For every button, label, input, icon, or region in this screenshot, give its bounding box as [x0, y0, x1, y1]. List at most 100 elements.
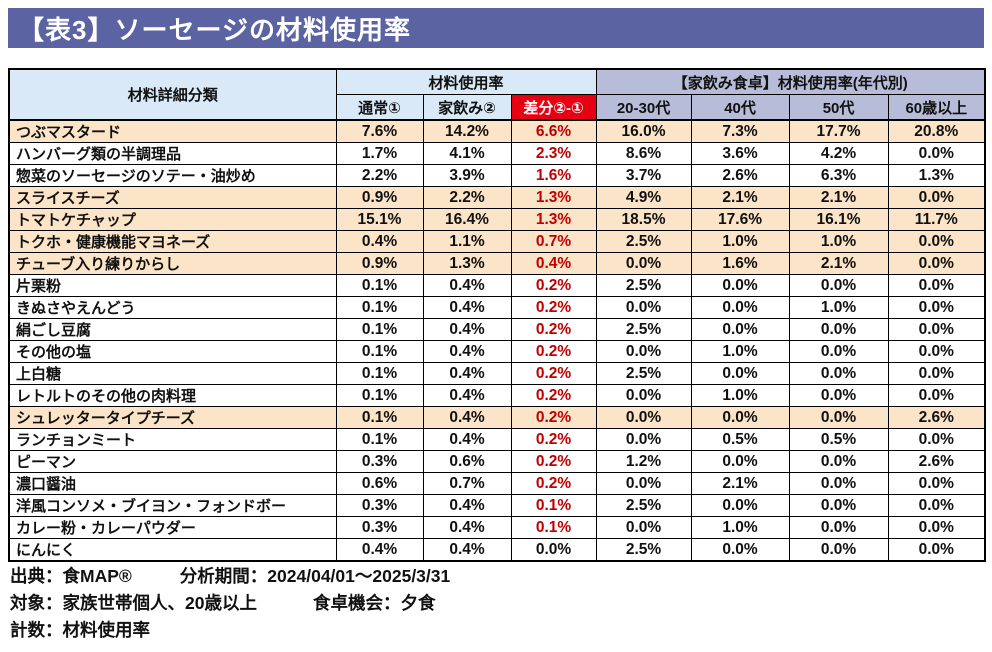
material-name-cell: カレー粉・カレーパウダー: [8, 516, 337, 539]
meal-occasion-label: 食卓機会：夕食: [312, 593, 436, 613]
rate-value-cell: 0.4%: [335, 230, 424, 253]
diff-value-cell: 1.6%: [510, 164, 597, 187]
rate-value-cell: 1.0%: [690, 230, 790, 253]
rate-value-cell: 8.6%: [595, 142, 692, 165]
rate-value-cell: 0.1%: [335, 406, 424, 429]
rate-value-cell: 0.4%: [422, 274, 512, 297]
rate-value-cell: 7.6%: [335, 119, 424, 143]
diff-value-cell: 0.2%: [510, 274, 597, 297]
diff-value-cell: 0.2%: [510, 318, 597, 341]
material-usage-table: 材料詳細分類 材料使用率 【家飲み食卓】材料使用率(年代別) 通常① 家飲み② …: [8, 68, 987, 562]
table-row: レトルトのその他の肉料理 0.1% 0.4% 0.2% 0.0% 1.0% 0.0% 0.0%: [8, 384, 986, 407]
rate-value-cell: 0.0%: [690, 296, 790, 319]
rate-value-cell: 17.7%: [788, 119, 889, 143]
table-row: チューブ入り練りからし 0.9% 1.3% 0.4% 0.0% 1.6% 2.1% 0.0%: [8, 252, 986, 275]
target-label: 対象：家族世帯個人、20歳以上: [10, 593, 257, 613]
column-header-normal: 通常①: [335, 94, 424, 121]
rate-value-cell: 0.3%: [335, 516, 424, 539]
rate-value-cell: 0.0%: [595, 296, 692, 319]
rate-value-cell: 0.0%: [788, 318, 889, 341]
table-row: シュレッタータイプチーズ 0.1% 0.4% 0.2% 0.0% 0.0% 0.0% 2.6%: [8, 406, 986, 429]
rate-value-cell: 0.0%: [690, 274, 790, 297]
column-header-home-drinking: 家飲み②: [422, 94, 512, 121]
rate-value-cell: 15.1%: [335, 208, 424, 231]
rate-value-cell: 0.1%: [335, 384, 424, 407]
material-name-cell: 洋風コンソメ・ブイヨン・フォンドボー: [8, 494, 337, 517]
column-header-diff: 差分②-①: [510, 94, 597, 121]
rate-value-cell: 0.0%: [690, 318, 790, 341]
note-line-1: 出典：食MAP® 分析期間：2024/04/01～2025/3/31: [10, 563, 450, 590]
material-name-cell: つぶマスタード: [8, 119, 337, 143]
rate-value-cell: 2.1%: [788, 252, 889, 275]
header-group-row: 材料詳細分類 材料使用率 【家飲み食卓】材料使用率(年代別): [8, 68, 986, 121]
rate-value-cell: 2.1%: [788, 186, 889, 209]
diff-value-cell: 0.2%: [510, 428, 597, 451]
metric-label: 計数：材料使用率: [10, 620, 150, 640]
table-row: ピーマン 0.3% 0.6% 0.2% 1.2% 0.0% 0.0% 2.6%: [8, 450, 986, 473]
table-row: 上白糖 0.1% 0.4% 0.2% 2.5% 0.0% 0.0% 0.0%: [8, 362, 986, 385]
rate-value-cell: 0.4%: [422, 384, 512, 407]
rate-value-cell: 1.0%: [788, 230, 889, 253]
diff-value-cell: 1.3%: [510, 208, 597, 231]
table-row: 片栗粉 0.1% 0.4% 0.2% 2.5% 0.0% 0.0% 0.0%: [8, 274, 986, 297]
material-name-cell: トクホ・健康機能マヨネーズ: [8, 230, 337, 253]
table-row: スライスチーズ 0.9% 2.2% 1.3% 4.9% 2.1% 2.1% 0.0%: [8, 186, 986, 209]
rate-value-cell: 20.8%: [887, 119, 986, 143]
material-name-cell: ピーマン: [8, 450, 337, 473]
rate-value-cell: 1.2%: [595, 450, 692, 473]
table-row: その他の塩 0.1% 0.4% 0.2% 0.0% 1.0% 0.0% 0.0%: [8, 340, 986, 363]
rate-value-cell: 0.0%: [690, 538, 790, 562]
rate-value-cell: 2.6%: [690, 164, 790, 187]
note-line-3: 計数：材料使用率: [10, 617, 450, 644]
rate-value-cell: 0.0%: [595, 384, 692, 407]
material-name-cell: 絹ごし豆腐: [8, 318, 337, 341]
page-title: 【表3】ソーセージの材料使用率: [18, 14, 411, 45]
table-row: にんにく 0.4% 0.4% 0.0% 2.5% 0.0% 0.0% 0.0%: [8, 538, 986, 562]
rate-value-cell: 2.5%: [595, 538, 692, 562]
rate-value-cell: 11.7%: [887, 208, 986, 231]
table-body: つぶマスタード 7.6% 14.2% 6.6% 16.0% 7.3% 17.7% 20.8% ハ…: [8, 119, 986, 562]
rate-value-cell: 2.6%: [887, 406, 986, 429]
rate-value-cell: 1.0%: [690, 384, 790, 407]
column-header-age-60plus: 60歳以上: [887, 94, 986, 121]
rate-value-cell: 2.5%: [595, 318, 692, 341]
rate-value-cell: 0.5%: [690, 428, 790, 451]
rate-value-cell: 0.4%: [422, 318, 512, 341]
material-name-cell: シュレッタータイプチーズ: [8, 406, 337, 429]
rate-value-cell: 0.1%: [335, 340, 424, 363]
rate-value-cell: 0.0%: [690, 406, 790, 429]
rate-value-cell: 1.3%: [887, 164, 986, 187]
table-header: 材料詳細分類 材料使用率 【家飲み食卓】材料使用率(年代別) 通常① 家飲み② …: [8, 68, 986, 121]
rate-value-cell: 2.6%: [887, 450, 986, 473]
source-notes: 出典：食MAP® 分析期間：2024/04/01～2025/3/31 対象：家族世…: [10, 563, 450, 644]
source-label: 出典：食MAP®: [10, 566, 132, 586]
table-row: 惣菜のソーセージのソテー・油炒め 2.2% 3.9% 1.6% 3.7% 2.6% 6.3%…: [8, 164, 986, 187]
diff-value-cell: 0.1%: [510, 516, 597, 539]
rate-value-cell: 2.1%: [690, 472, 790, 495]
diff-value-cell: 0.2%: [510, 296, 597, 319]
rate-value-cell: 0.0%: [887, 296, 986, 319]
rate-value-cell: 0.0%: [788, 362, 889, 385]
rate-value-cell: 0.3%: [335, 494, 424, 517]
diff-value-cell: 0.7%: [510, 230, 597, 253]
rate-value-cell: 0.6%: [335, 472, 424, 495]
rate-value-cell: 0.0%: [690, 494, 790, 517]
table-title-banner: 【表3】ソーセージの材料使用率: [8, 8, 984, 48]
analysis-period-label: 分析期間：2024/04/01～2025/3/31: [179, 566, 451, 586]
rate-value-cell: 0.0%: [788, 274, 889, 297]
rate-value-cell: 1.6%: [690, 252, 790, 275]
rate-value-cell: 1.7%: [335, 142, 424, 165]
rate-value-cell: 0.0%: [887, 230, 986, 253]
rate-value-cell: 0.0%: [690, 362, 790, 385]
rate-value-cell: 0.0%: [788, 450, 889, 473]
material-name-cell: レトルトのその他の肉料理: [8, 384, 337, 407]
diff-value-cell: 0.2%: [510, 450, 597, 473]
note-line-2: 対象：家族世帯個人、20歳以上 食卓機会：夕食: [10, 590, 450, 617]
rate-value-cell: 0.1%: [335, 274, 424, 297]
rate-value-cell: 17.6%: [690, 208, 790, 231]
rate-value-cell: 0.0%: [887, 472, 986, 495]
rate-value-cell: 7.3%: [690, 119, 790, 143]
column-header-age-50: 50代: [788, 94, 889, 121]
rate-value-cell: 0.0%: [690, 450, 790, 473]
rate-value-cell: 0.7%: [422, 472, 512, 495]
